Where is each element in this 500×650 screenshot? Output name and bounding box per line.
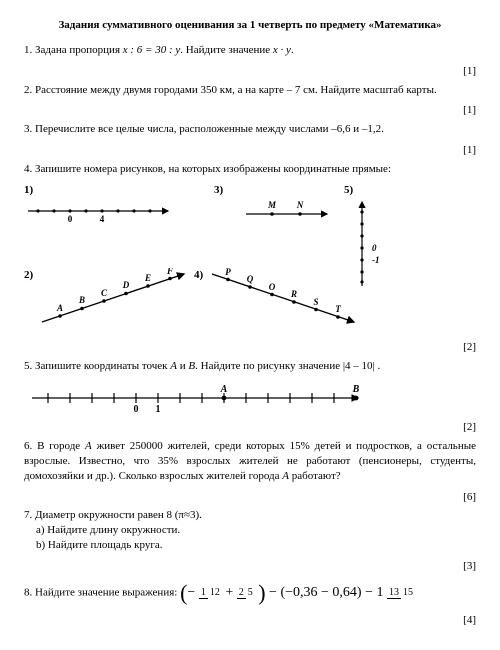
t8-text: 8. Найдите значение выражения: (24, 586, 180, 598)
svg-text:0: 0 (134, 404, 139, 415)
fig4-label: 4) (194, 269, 203, 281)
page-title: Задания суммативного оценивания за 1 чет… (24, 18, 476, 33)
svg-text:A: A (56, 303, 63, 313)
svg-text:M: M (267, 200, 277, 210)
fig1-label: 1) (24, 184, 33, 196)
task-7: 7. Диаметр окружности равен 8 (π≈3). a) … (24, 508, 476, 553)
svg-text:A: A (220, 384, 228, 395)
t6-text2: живет 250000 жителей, среди которых 15% … (24, 440, 476, 482)
task-6: 6. В городе A живет 250000 жителей, сред… (24, 439, 476, 484)
svg-text:E: E (144, 273, 151, 283)
svg-text:P: P (225, 268, 231, 277)
t7-pts: [3] (24, 559, 476, 574)
t6-a: A (85, 440, 92, 452)
t5-a: A (170, 360, 177, 372)
t6-a2: A (282, 470, 289, 482)
svg-text:Q: Q (247, 274, 254, 284)
svg-text:0: 0 (372, 243, 377, 253)
fig-t5-svg: 0 1 A B (24, 380, 364, 416)
task-2: 2. Расстояние между двумя городами 350 к… (24, 83, 476, 98)
svg-text:N: N (296, 200, 304, 210)
fig3-label: 3) (214, 184, 223, 196)
task-3: 3. Перечислите все целые числа, располож… (24, 122, 476, 137)
svg-text:T: T (335, 304, 341, 314)
t1-expr2: x · y (273, 44, 291, 56)
t6-text3: работают? (289, 470, 341, 482)
fig4-svg: P Q O R S T (206, 268, 361, 328)
svg-text:D: D (122, 280, 130, 290)
t5-text: 5. Запишите координаты точек (24, 360, 170, 372)
t7-a: a) Найдите длину окружности. (36, 523, 476, 538)
svg-text:F: F (166, 268, 173, 276)
svg-text:R: R (290, 289, 297, 299)
t4-pts: [2] (24, 340, 476, 355)
t7-b: b) Найдите площадь круга. (36, 538, 476, 553)
t7-text: 7. Диаметр окружности равен 8 (π≈3). (24, 508, 476, 523)
t8-pts: [4] (24, 613, 476, 628)
svg-text:O: O (269, 282, 276, 292)
t1-expr: x : 6 = 30 : y (123, 44, 181, 56)
t1-text3: . (291, 44, 294, 56)
svg-text:C: C (101, 288, 108, 298)
t6-pts: [6] (24, 490, 476, 505)
svg-text:4: 4 (100, 214, 105, 224)
fig2-svg: A B C D E F (36, 268, 191, 328)
svg-text:B: B (78, 295, 85, 305)
task-4: 4. Запишите номера рисунков, на которых … (24, 162, 476, 177)
t1-text: 1. Задана пропорция (24, 44, 123, 56)
figures-row2: 2) A B C D E F 4) P Q O R S (24, 268, 476, 333)
t2-pts: [1] (24, 103, 476, 118)
svg-text:-1: -1 (372, 255, 380, 265)
svg-text:1: 1 (156, 404, 161, 415)
fig5-label: 5) (344, 184, 353, 196)
svg-text:0: 0 (68, 214, 73, 224)
t6-text: 6. В городе (24, 440, 85, 452)
t8-expr: (− 112 + 25 ) − (−0,36 − 0,64) − 1 1315 (180, 585, 415, 600)
task-8: 8. Найдите значение выражения: (− 112 + … (24, 578, 476, 608)
t5-pts: [2] (24, 420, 476, 435)
t5-text3: . Найдите по рисунку значение |4 – 10| . (195, 360, 380, 372)
t5-text2: и (177, 360, 188, 372)
t1-pts: [1] (24, 64, 476, 79)
t1-text2: . Найдите значение (180, 44, 273, 56)
svg-text:B: B (352, 384, 360, 395)
t3-pts: [1] (24, 143, 476, 158)
svg-text:S: S (313, 297, 318, 307)
task-5: 5. Запишите координаты точек A и B. Найд… (24, 359, 476, 374)
fig1-svg: 0 4 (24, 198, 174, 224)
fig2-label: 2) (24, 269, 33, 281)
task-1: 1. Задана пропорция x : 6 = 30 : y. Найд… (24, 43, 476, 58)
